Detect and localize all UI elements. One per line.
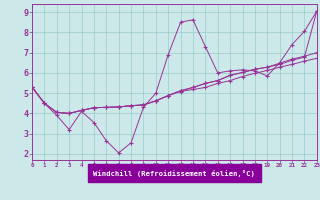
X-axis label: Windchill (Refroidissement éolien,°C): Windchill (Refroidissement éolien,°C) [93,170,255,177]
